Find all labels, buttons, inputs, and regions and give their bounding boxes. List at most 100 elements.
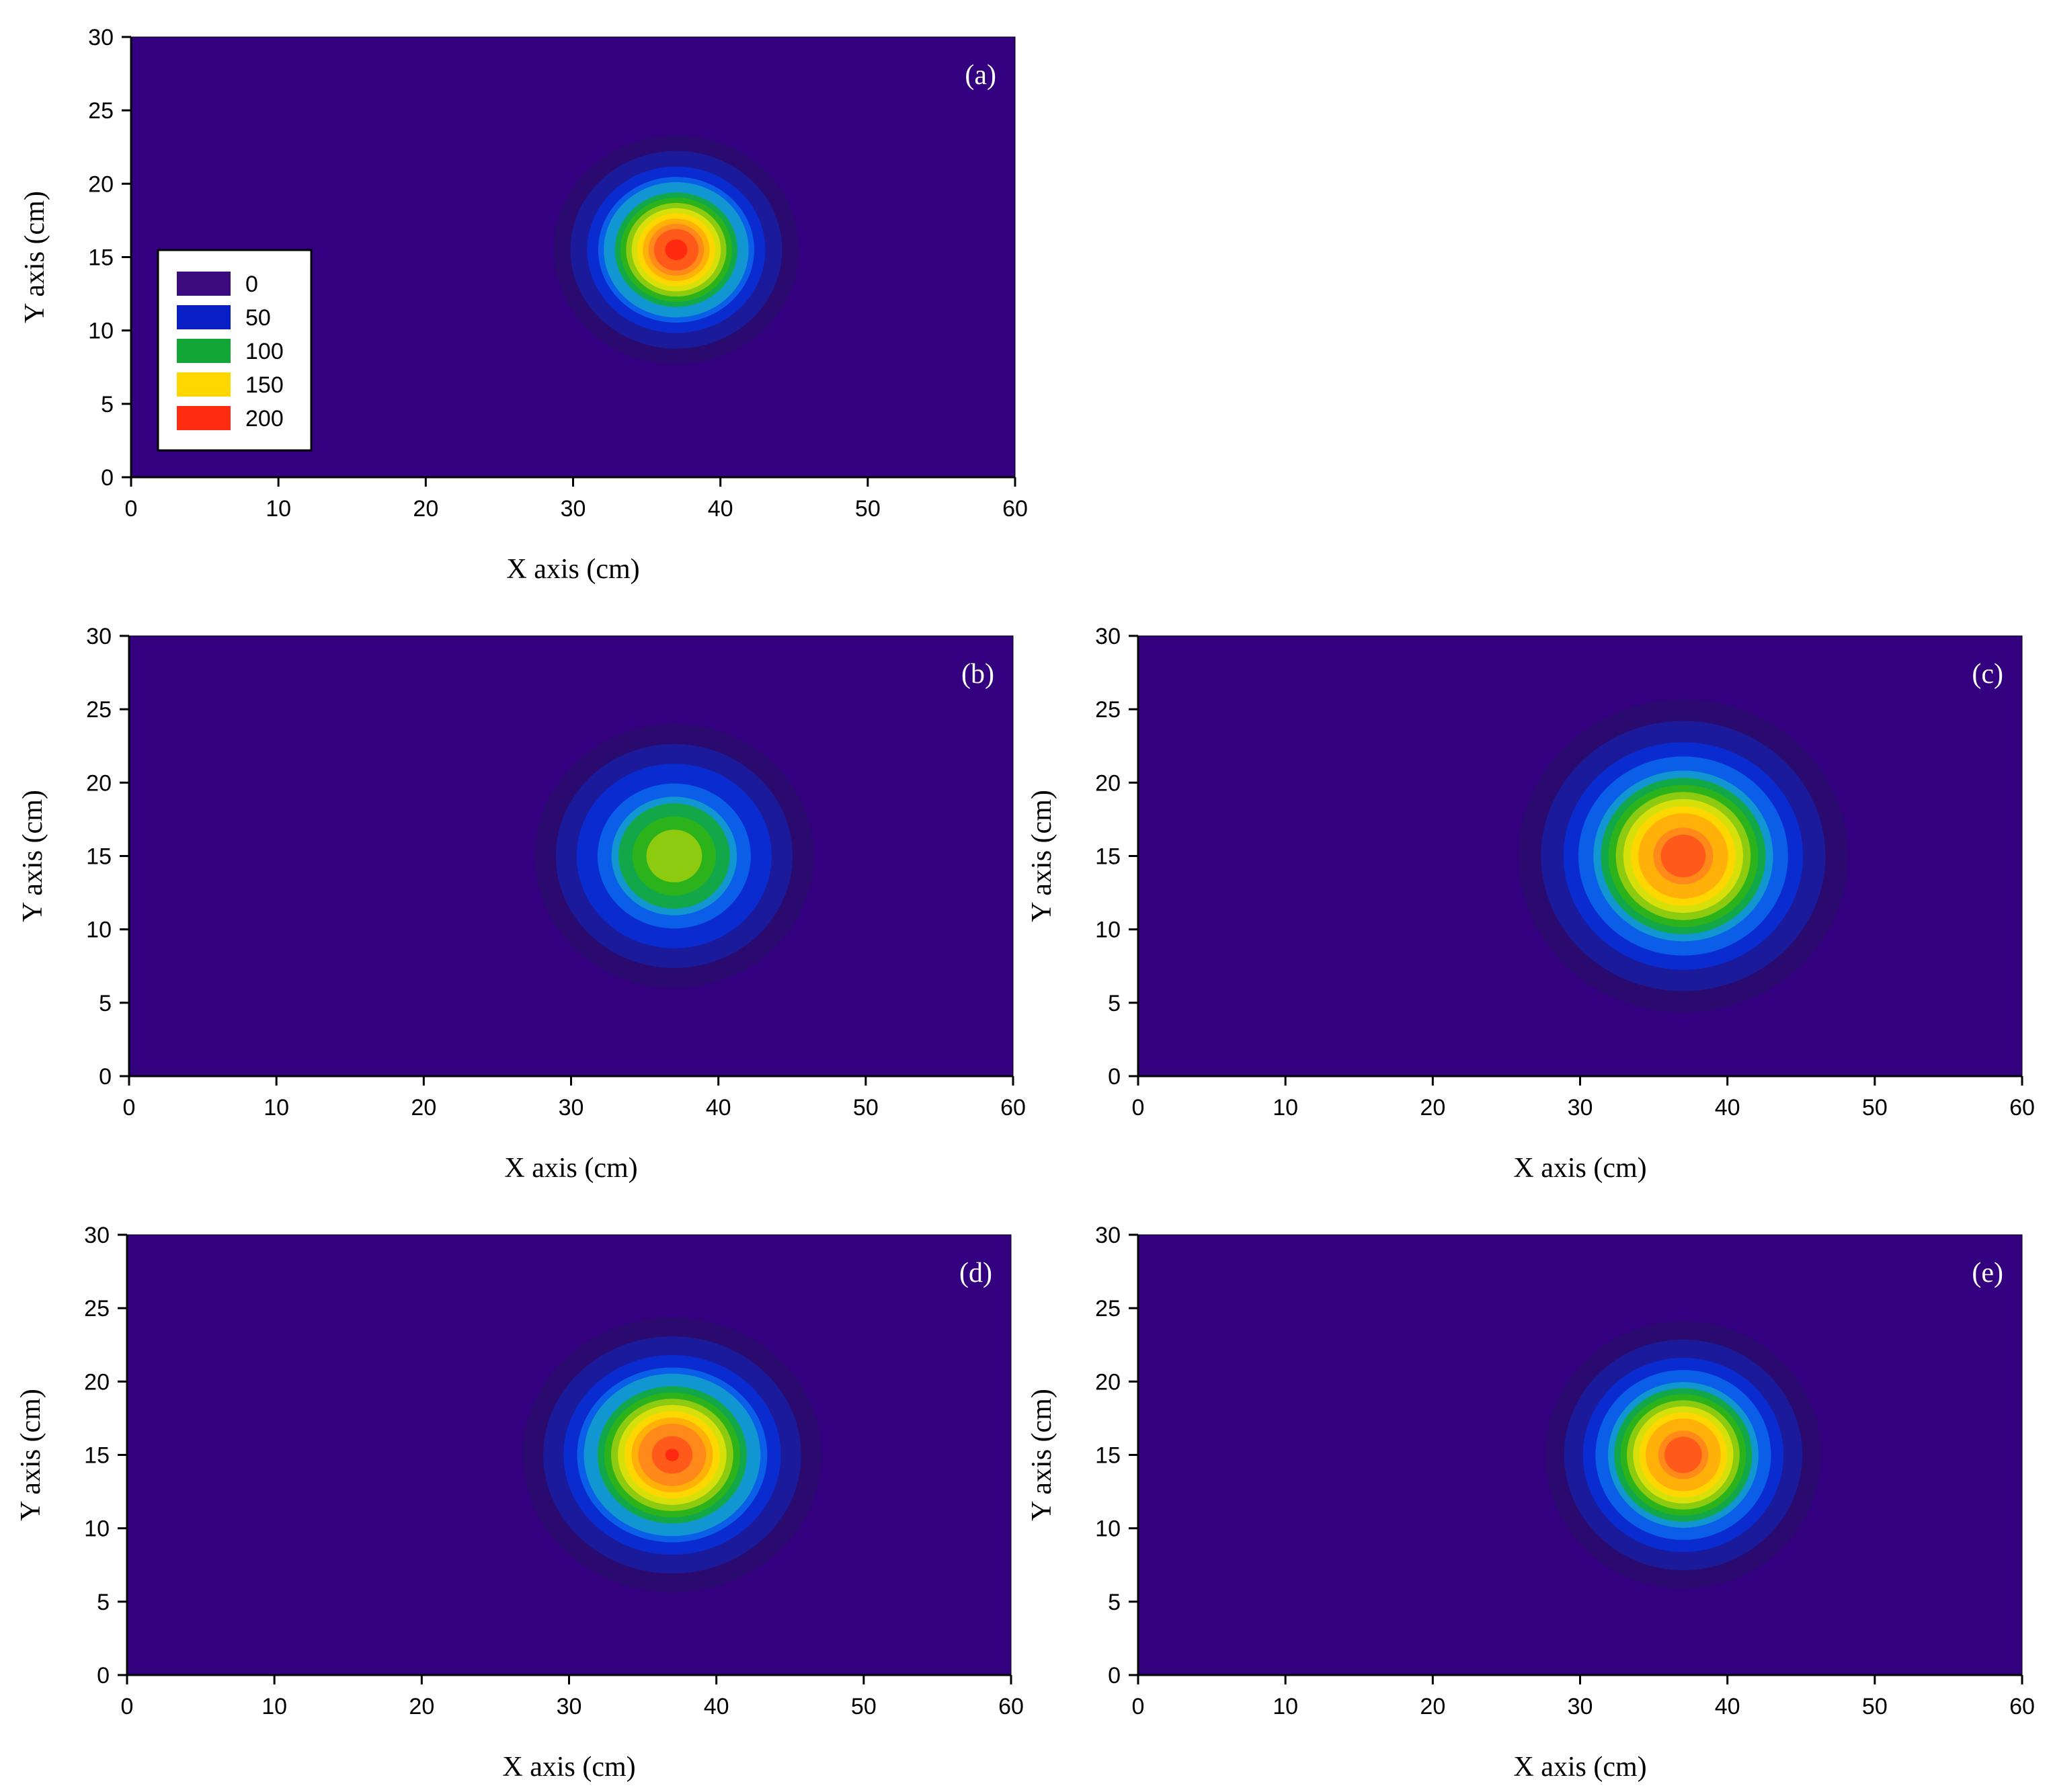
legend: 0 50 100 150 200 — [157, 249, 313, 452]
panel-a: 0 10 20 30 40 50 60 0 5 10 15 20 25 30 X axis (cm) Y ax… — [19, 25, 1028, 585]
x-tick-label: 0 — [1132, 1694, 1145, 1719]
x-tick-label: 40 — [1715, 1095, 1740, 1121]
panel-d: 0 10 20 30 40 50 60 0 5 10 15 20 25 30 X axis (cm) Y ax… — [15, 1223, 1024, 1783]
contour-band — [670, 244, 682, 255]
legend-label: 200 — [245, 406, 284, 432]
legend-swatch — [177, 272, 231, 296]
x-axis-label: X axis (cm) — [1513, 1752, 1646, 1783]
panel-b: 0 10 20 30 40 50 60 0 5 10 15 20 25 30 X axis (cm) Y ax… — [17, 624, 1026, 1184]
x-tick-label: 0 — [125, 496, 138, 522]
panel-c: 0 10 20 30 40 50 60 0 5 10 15 20 25 30 X axis (cm) Y ax… — [1027, 624, 2035, 1184]
x-axis-label: X axis (cm) — [502, 1752, 635, 1783]
x-tick-label: 10 — [266, 496, 291, 522]
y-tick-label: 30 — [1095, 1223, 1121, 1248]
legend-swatch — [177, 305, 231, 329]
contour-band — [665, 1449, 680, 1461]
y-axis-label: Y axis (cm) — [19, 191, 50, 323]
y-tick-label: 15 — [1095, 1443, 1121, 1469]
y-tick-label: 25 — [84, 1296, 110, 1321]
legend-label: 0 — [245, 272, 258, 297]
y-tick-label: 15 — [84, 1443, 110, 1469]
x-tick-label: 50 — [1862, 1694, 1888, 1719]
contour-band — [1677, 1449, 1690, 1461]
y-tick-label: 20 — [88, 171, 114, 197]
x-tick-label: 40 — [704, 1694, 729, 1719]
legend-swatch — [177, 372, 231, 397]
legend-label: 100 — [245, 339, 284, 364]
x-tick-label: 60 — [2009, 1095, 2035, 1121]
contour-band — [667, 849, 682, 863]
y-tick-label: 20 — [86, 770, 112, 796]
x-tick-label: 10 — [1273, 1095, 1298, 1121]
y-tick-label: 20 — [84, 1369, 110, 1395]
x-tick-label: 30 — [1568, 1694, 1593, 1719]
x-tick-label: 40 — [708, 496, 733, 522]
y-tick-label: 0 — [97, 1663, 110, 1688]
x-tick-label: 60 — [2009, 1694, 2035, 1719]
panel-label: (c) — [1972, 659, 2003, 690]
y-tick-label: 30 — [1095, 624, 1121, 649]
y-axis-label: Y axis (cm) — [1027, 1389, 1057, 1521]
y-tick-label: 15 — [88, 245, 114, 271]
x-tick-label: 30 — [559, 1095, 584, 1121]
y-tick-label: 10 — [84, 1516, 110, 1542]
x-axis-label: X axis (cm) — [506, 554, 639, 585]
legend-label: 150 — [245, 372, 284, 398]
x-tick-label: 0 — [1132, 1095, 1145, 1121]
x-tick-label: 30 — [561, 496, 586, 522]
x-tick-label: 50 — [853, 1095, 879, 1121]
x-tick-label: 20 — [1420, 1095, 1445, 1121]
panel-label: (e) — [1972, 1258, 2003, 1289]
y-tick-label: 5 — [99, 991, 112, 1016]
x-tick-label: 20 — [409, 1694, 434, 1719]
y-tick-label: 20 — [1095, 770, 1121, 796]
panel-label: (d) — [959, 1258, 992, 1289]
x-tick-label: 30 — [557, 1694, 582, 1719]
y-tick-label: 10 — [1095, 918, 1121, 943]
y-tick-label: 25 — [1095, 1296, 1121, 1321]
x-tick-label: 10 — [1273, 1694, 1298, 1719]
panel-label: (b) — [961, 659, 994, 690]
y-tick-label: 5 — [101, 392, 114, 417]
y-tick-label: 20 — [1095, 1369, 1121, 1395]
y-tick-label: 10 — [88, 319, 114, 344]
x-tick-label: 40 — [706, 1095, 731, 1121]
x-tick-label: 50 — [851, 1694, 877, 1719]
y-tick-label: 30 — [86, 624, 112, 649]
y-tick-label: 0 — [1108, 1064, 1121, 1090]
legend-swatch — [177, 339, 231, 363]
x-tick-label: 60 — [1002, 496, 1028, 522]
x-tick-label: 60 — [1000, 1095, 1026, 1121]
y-tick-label: 25 — [1095, 697, 1121, 723]
y-axis-label: Y axis (cm) — [15, 1389, 46, 1521]
x-tick-label: 20 — [411, 1095, 436, 1121]
legend-swatch — [177, 406, 231, 430]
x-tick-label: 10 — [262, 1694, 287, 1719]
x-tick-label: 10 — [264, 1095, 289, 1121]
x-tick-label: 60 — [998, 1694, 1024, 1719]
y-tick-label: 0 — [101, 465, 114, 491]
legend-label: 50 — [245, 305, 271, 331]
x-axis-label: X axis (cm) — [504, 1153, 637, 1184]
y-tick-label: 5 — [1108, 1590, 1121, 1615]
x-axis-label: X axis (cm) — [1513, 1153, 1646, 1184]
y-tick-label: 5 — [97, 1590, 110, 1615]
panel-e: 0 10 20 30 40 50 60 0 5 10 15 20 25 30 X axis (cm) Y ax… — [1027, 1223, 2035, 1783]
x-tick-label: 20 — [1420, 1694, 1445, 1719]
contour-band — [1675, 848, 1691, 864]
y-tick-label: 30 — [84, 1223, 110, 1248]
y-tick-label: 10 — [86, 918, 112, 943]
x-tick-label: 0 — [123, 1095, 136, 1121]
panel-label: (a) — [965, 60, 996, 91]
x-tick-label: 30 — [1568, 1095, 1593, 1121]
y-tick-label: 25 — [86, 697, 112, 723]
y-tick-label: 30 — [88, 25, 114, 50]
x-tick-label: 40 — [1715, 1694, 1740, 1719]
y-tick-label: 15 — [86, 844, 112, 870]
y-tick-label: 15 — [1095, 844, 1121, 870]
x-tick-label: 20 — [413, 496, 438, 522]
y-tick-label: 0 — [1108, 1663, 1121, 1688]
x-tick-label: 0 — [121, 1694, 134, 1719]
y-axis-label: Y axis (cm) — [1027, 790, 1057, 922]
y-axis-label: Y axis (cm) — [17, 790, 48, 922]
